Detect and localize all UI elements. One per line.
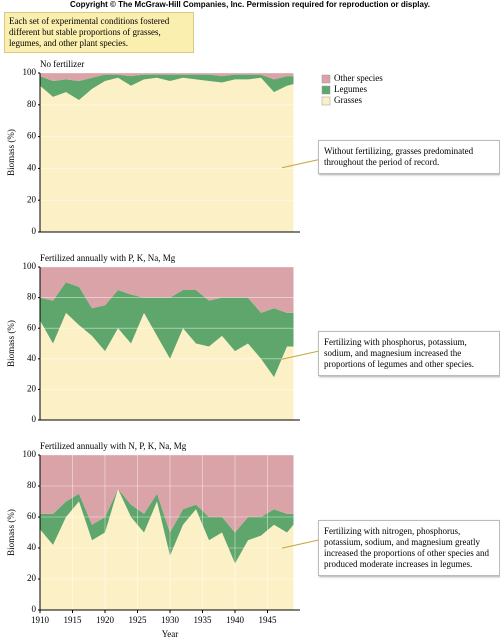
x-tick-label: 1925 xyxy=(129,615,148,625)
area xyxy=(40,74,294,101)
panel-title: No fertilizer xyxy=(40,59,84,69)
area xyxy=(40,455,294,533)
annotation: Without fertilizing, grasses predominate… xyxy=(318,139,500,174)
x-tick-label: 1940 xyxy=(226,615,245,625)
y-tick-label: 40 xyxy=(27,542,37,552)
area xyxy=(40,489,294,564)
annotation: Fertilizing with phosphorus, potassium, … xyxy=(318,331,500,377)
y-axis-label: Biomass (%) xyxy=(6,509,16,556)
y-tick-label: 20 xyxy=(27,573,37,583)
area xyxy=(40,312,294,420)
y-tick-label: 20 xyxy=(27,383,37,393)
y-tick-label: 0 xyxy=(32,604,37,614)
copyright: Copyright © The McGraw-Hill Companies, I… xyxy=(69,0,431,9)
x-tick-label: 1935 xyxy=(194,615,213,625)
callout-line xyxy=(281,539,319,549)
x-axis-label: Year xyxy=(162,629,179,639)
y-tick-label: 0 xyxy=(32,226,37,236)
y-tick-label: 100 xyxy=(23,67,37,77)
y-tick-label: 80 xyxy=(27,99,37,109)
y-axis-label: Biomass (%) xyxy=(6,320,16,367)
note: Each set of experimental conditions fost… xyxy=(4,12,194,53)
y-tick-label: 20 xyxy=(27,194,37,204)
y-tick-label: 100 xyxy=(23,449,37,459)
area xyxy=(40,282,294,378)
x-tick-label: 1930 xyxy=(161,615,180,625)
x-tick-label: 1915 xyxy=(64,615,83,625)
panel-title: Fertilized annually with P, K, Na, Mg xyxy=(40,253,176,263)
panel-title: Fertilized annually with N, P, K, Na, Mg xyxy=(40,441,187,451)
y-tick-label: 60 xyxy=(27,131,37,141)
x-tick-label: 1920 xyxy=(96,615,115,625)
y-tick-label: 0 xyxy=(32,414,37,424)
x-tick-label: 1945 xyxy=(259,615,278,625)
legend-swatch xyxy=(321,74,331,84)
legend-swatch xyxy=(321,85,331,95)
legend-label: Legumes xyxy=(334,84,367,94)
y-tick-label: 60 xyxy=(27,511,37,521)
y-tick-label: 40 xyxy=(27,162,37,172)
legend-label: Grasses xyxy=(334,95,362,105)
area xyxy=(40,267,294,313)
annotation: Fertilizing with nitrogen, phosphorus, p… xyxy=(318,520,500,577)
callout-line xyxy=(281,350,319,360)
area xyxy=(40,73,294,81)
x-tick-label: 1910 xyxy=(31,615,50,625)
legend-swatch xyxy=(321,96,331,106)
y-axis-label: Biomass (%) xyxy=(6,129,16,176)
legend-label: Other species xyxy=(334,73,383,83)
y-tick-label: 80 xyxy=(27,480,37,490)
y-tick-label: 40 xyxy=(27,353,37,363)
y-tick-label: 60 xyxy=(27,322,37,332)
y-tick-label: 80 xyxy=(27,292,37,302)
callout-line xyxy=(281,159,319,169)
y-tick-label: 100 xyxy=(23,261,37,271)
area xyxy=(40,77,294,233)
area xyxy=(40,489,294,610)
